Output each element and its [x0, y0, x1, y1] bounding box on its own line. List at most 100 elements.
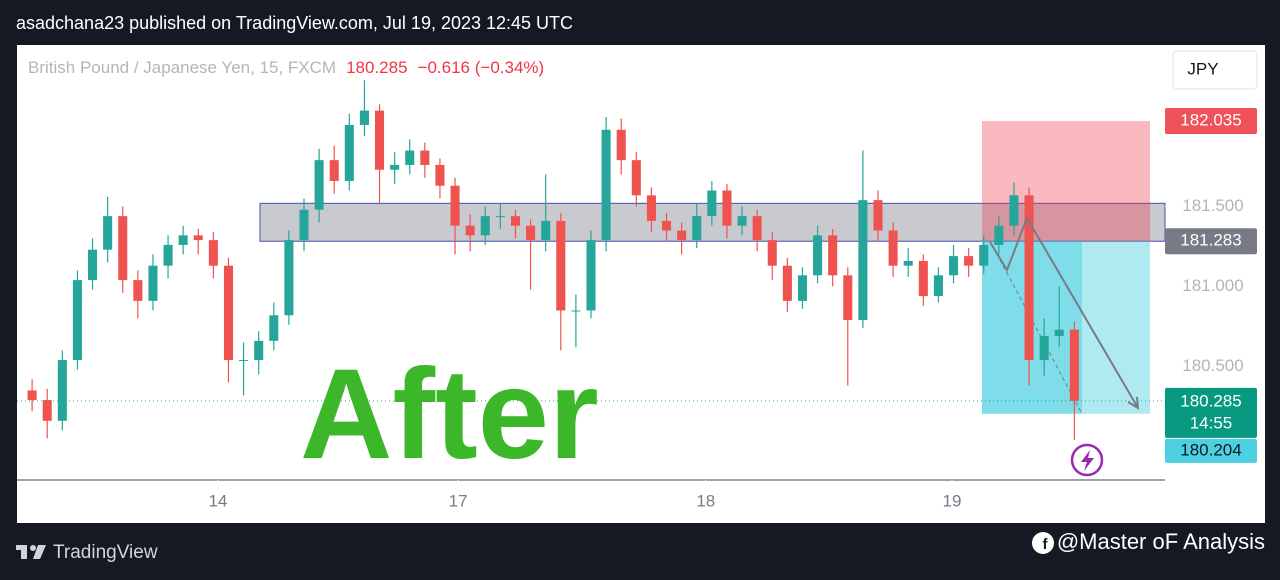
- candle-body: [661, 220, 672, 231]
- candle-body: [767, 240, 777, 266]
- candle-body: [27, 390, 37, 401]
- candle-body: [858, 200, 868, 321]
- candle-body: [359, 110, 369, 125]
- candle-body: [374, 110, 385, 170]
- candle-body: [42, 400, 52, 421]
- candle-body: [1024, 195, 1034, 361]
- candle-body: [752, 216, 762, 241]
- logo-part: [30, 545, 36, 551]
- candle-body: [571, 310, 581, 312]
- candle-body: [1039, 336, 1049, 361]
- candle-body: [284, 240, 294, 316]
- candle-body: [903, 260, 913, 266]
- candle-body: [148, 265, 158, 301]
- candle-body: [495, 216, 505, 218]
- candle-body: [118, 216, 128, 281]
- candle-body: [87, 249, 98, 281]
- candle-body: [979, 244, 989, 266]
- candle-body: [1009, 195, 1019, 226]
- target-label-box: [1165, 438, 1257, 463]
- candle-body: [420, 150, 430, 165]
- facebook-f: f: [1043, 536, 1049, 553]
- candle-body: [480, 216, 490, 236]
- candle-body: [843, 275, 853, 321]
- x-tick-label: 18: [696, 491, 715, 510]
- candle-body: [208, 240, 218, 266]
- logo-part: [33, 545, 46, 559]
- facebook-icon: [1032, 532, 1054, 554]
- candle-body: [1069, 329, 1079, 401]
- candle-body: [964, 256, 974, 266]
- lightning: [1081, 450, 1094, 471]
- candle-body: [631, 160, 641, 196]
- stop-label-box: [1165, 107, 1257, 134]
- candle-body: [556, 220, 566, 311]
- x-tick-label: 17: [449, 491, 468, 510]
- y-tick-label: 180.500: [1182, 356, 1243, 375]
- currency: JPY: [1187, 59, 1218, 78]
- candle-body: [933, 275, 943, 297]
- candle-body: [586, 240, 596, 311]
- candle-body: [646, 195, 656, 221]
- candle-body: [390, 164, 400, 170]
- candle-body: [57, 360, 67, 421]
- candle-body: [329, 160, 339, 181]
- entry-label-box: [1165, 228, 1257, 255]
- candle-body: [344, 124, 354, 181]
- candle-body: [797, 275, 808, 301]
- symbol-line: British Pound / Japanese Yen, 15, FXCM 18…: [28, 58, 544, 77]
- candle-body: [526, 225, 536, 241]
- trade-path: [989, 240, 1083, 415]
- candle-body: [813, 235, 823, 276]
- candle-body: [828, 235, 838, 276]
- candle-body: [314, 160, 324, 210]
- stop-label: 182.035: [1180, 110, 1241, 129]
- candle-body: [510, 216, 521, 226]
- annotation: After: [300, 343, 599, 486]
- currency-button[interactable]: [1172, 50, 1258, 90]
- tv-logo: [16, 545, 46, 559]
- candle-body: [692, 216, 702, 241]
- candle-body: [269, 315, 279, 341]
- candle-body: [707, 190, 717, 217]
- symbol: British Pound / Japanese Yen, 15, FXCM: [28, 58, 336, 77]
- logo-part: [21, 545, 27, 559]
- price-change: −0.616 (−0.34%): [418, 58, 545, 77]
- last-price-label-box: [1165, 387, 1257, 438]
- credit: @Master oF Analysis: [1057, 529, 1265, 554]
- candle-body: [948, 256, 959, 276]
- candle-body: [133, 280, 143, 301]
- candle-body: [405, 150, 415, 165]
- target-label: 180.204: [1180, 440, 1241, 459]
- brand: TradingView: [53, 542, 158, 563]
- y-tick-label: 181.000: [1182, 276, 1243, 295]
- candle-body: [103, 216, 113, 250]
- stop-box: [982, 120, 1150, 242]
- candle-body: [616, 129, 626, 161]
- target-box: [982, 241, 1150, 414]
- candle-body: [465, 225, 475, 236]
- publish-info: asadchana23 published on TradingView.com…: [16, 13, 573, 33]
- candle-body: [601, 129, 611, 241]
- candle-body: [994, 225, 1004, 245]
- candle-body: [450, 185, 460, 226]
- candle-body: [737, 216, 747, 226]
- last-price: 180.285: [346, 58, 407, 77]
- candle-body: [782, 265, 792, 301]
- countdown: 14:55: [1190, 413, 1233, 432]
- last-price-label: 180.285: [1180, 391, 1241, 410]
- entry-label: 181.283: [1180, 231, 1241, 250]
- x-tick-label: 14: [208, 491, 227, 510]
- candle-body: [888, 230, 898, 266]
- candle-body: [72, 280, 82, 361]
- candle-body: [193, 235, 203, 241]
- candle-body: [163, 244, 173, 266]
- candle-body: [1054, 329, 1064, 337]
- candle-body: [873, 200, 883, 231]
- candle-body: [178, 235, 188, 245]
- candle-body: [254, 340, 264, 361]
- candle-body: [918, 260, 928, 297]
- candle-body: [722, 190, 732, 226]
